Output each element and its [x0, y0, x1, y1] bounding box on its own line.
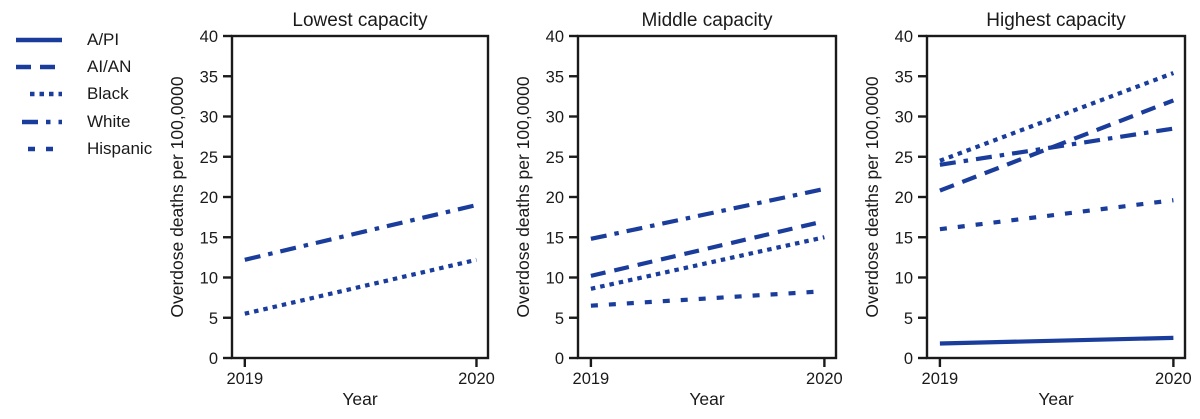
x-tick-label: 2019	[226, 370, 263, 388]
x-tick-label: 2020	[458, 370, 495, 388]
y-tick-label: 25	[546, 149, 564, 167]
y-tick-label: 15	[895, 229, 913, 247]
y-tick-label: 35	[895, 68, 913, 86]
line-style-solid-icon	[16, 37, 62, 42]
series-line-hispanic	[939, 198, 1174, 232]
y-tick-label: 40	[200, 28, 218, 46]
plot-box	[230, 34, 490, 360]
x-tick-label: 2019	[922, 370, 959, 388]
legend-label: Black	[87, 84, 129, 104]
line-style-short-dash-icon	[28, 146, 62, 152]
legend-item-aian: AI/AN	[16, 53, 186, 80]
y-tick-label: 0	[209, 350, 218, 368]
legend: A/PI AI/AN Black White Hispanic	[16, 26, 186, 162]
panel-title-highest: Highest capacity	[986, 10, 1126, 31]
legend-label: White	[87, 111, 131, 131]
series-line-black	[939, 71, 1175, 163]
series-line-a-pi	[939, 335, 1174, 346]
legend-item-hispanic: Hispanic	[16, 135, 186, 162]
x-tick-label: 2020	[806, 370, 843, 388]
series-line-white	[939, 126, 1174, 167]
y-tick-label: 25	[200, 149, 218, 167]
y-tick-label: 15	[546, 229, 564, 247]
y-tick-label: 0	[904, 350, 913, 368]
y-tick-label: 40	[546, 28, 564, 46]
legend-item-white: White	[16, 108, 186, 135]
series-line-white	[590, 186, 825, 241]
x-tick-label: 2020	[1155, 370, 1192, 388]
y-tick-label: 30	[200, 109, 218, 127]
y-tick-label: 10	[200, 270, 218, 288]
y-tick-label: 10	[895, 270, 913, 288]
y-tick-label: 30	[546, 109, 564, 127]
line-style-long-dash-icon	[16, 64, 62, 70]
plot-box	[576, 34, 838, 360]
line-style-dash-dot-icon	[22, 119, 62, 124]
legend-label: Hispanic	[87, 138, 153, 158]
y-tick-label: 20	[895, 189, 913, 207]
x-tick-label: 2019	[573, 370, 610, 388]
y-tick-label: 40	[895, 28, 913, 46]
x-axis-label-middle: Year	[689, 389, 725, 409]
series-line-white	[244, 203, 477, 262]
series-line-black	[590, 235, 825, 291]
series-line-ai-an	[590, 219, 825, 278]
y-tick-label: 5	[209, 310, 218, 328]
legend-item-black: Black	[16, 81, 186, 108]
panel-title-lowest: Lowest capacity	[292, 10, 428, 31]
panel-title-middle: Middle capacity	[641, 10, 773, 31]
series-line-black	[244, 257, 477, 316]
series-line-hispanic	[590, 289, 825, 308]
legend-label: AI/AN	[87, 56, 132, 76]
y-tick-label: 0	[555, 350, 564, 368]
y-tick-label: 20	[200, 189, 218, 207]
legend-label: A/PI	[87, 29, 120, 49]
y-tick-label: 15	[200, 229, 218, 247]
y-tick-label: 10	[546, 270, 564, 288]
y-tick-label: 20	[546, 189, 564, 207]
y-tick-label: 35	[546, 68, 564, 86]
y-tick-label: 5	[904, 310, 913, 328]
y-tick-label: 30	[895, 109, 913, 127]
y-tick-label: 35	[200, 68, 218, 86]
x-axis-label-highest: Year	[1038, 389, 1074, 409]
x-axis-label-lowest: Year	[342, 389, 378, 409]
legend-item-api: A/PI	[16, 26, 186, 53]
y-tick-label: 25	[895, 149, 913, 167]
y-tick-label: 5	[555, 310, 564, 328]
